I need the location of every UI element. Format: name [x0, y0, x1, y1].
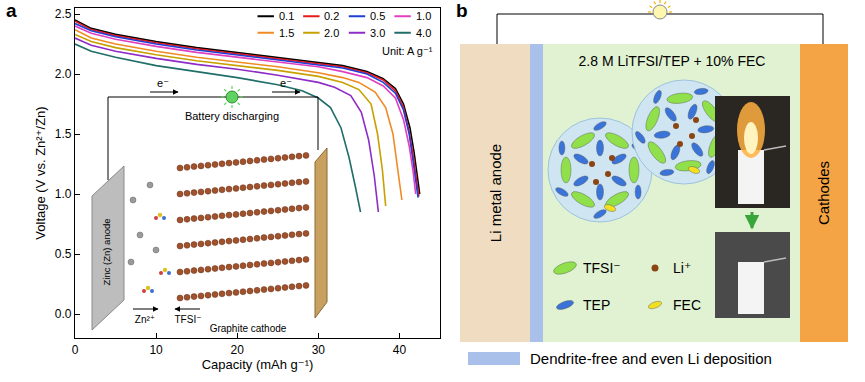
svg-text:Cathodes: Cathodes [815, 161, 832, 225]
svg-text:FEC: FEC [673, 297, 701, 313]
svg-text:2.8 M LiTFSI/TEP + 10% FEC: 2.8 M LiTFSI/TEP + 10% FEC [579, 53, 766, 69]
svg-text:TEP: TEP [583, 297, 610, 313]
svg-text:3.0: 3.0 [370, 27, 385, 39]
svg-text:Dendrite-free and even Li depo: Dendrite-free and even Li deposition [530, 350, 772, 367]
svg-text:0.0: 0.0 [55, 307, 72, 321]
svg-text:10: 10 [149, 343, 163, 357]
svg-text:0.2: 0.2 [324, 10, 339, 22]
svg-text:0: 0 [72, 343, 79, 357]
svg-text:Zinc (Zn) anode: Zinc (Zn) anode [101, 218, 112, 285]
svg-text:Battery discharging: Battery discharging [185, 110, 279, 122]
svg-text:2.0: 2.0 [324, 27, 339, 39]
svg-text:2.5: 2.5 [55, 7, 72, 21]
svg-text:0.5: 0.5 [370, 10, 385, 22]
svg-text:Capacity (mAh g⁻¹): Capacity (mAh g⁻¹) [202, 357, 314, 372]
svg-text:a: a [6, 0, 17, 21]
svg-text:1.0: 1.0 [416, 10, 431, 22]
svg-text:1.0: 1.0 [55, 187, 72, 201]
svg-text:TFSI⁻: TFSI⁻ [583, 260, 621, 276]
svg-text:Graphite cathode: Graphite cathode [210, 323, 287, 334]
svg-text:TFSI⁻: TFSI⁻ [175, 314, 202, 325]
svg-text:b: b [456, 0, 468, 21]
svg-text:40: 40 [393, 343, 407, 357]
svg-text:e⁻: e⁻ [280, 77, 292, 89]
svg-text:1.5: 1.5 [55, 127, 72, 141]
svg-text:20: 20 [231, 343, 245, 357]
svg-text:Voltage (V vs. Zn²⁺/Zn): Voltage (V vs. Zn²⁺/Zn) [33, 106, 48, 239]
svg-text:Zn²⁺: Zn²⁺ [135, 314, 155, 325]
svg-text:Li metal anode: Li metal anode [487, 144, 504, 242]
svg-text:0.5: 0.5 [55, 247, 72, 261]
svg-text:4.0: 4.0 [416, 27, 431, 39]
svg-text:e⁻: e⁻ [157, 77, 169, 89]
svg-text:Unit: A g⁻¹: Unit: A g⁻¹ [382, 45, 433, 57]
svg-text:1.5: 1.5 [279, 27, 294, 39]
svg-text:2.0: 2.0 [55, 67, 72, 81]
svg-text:Li⁺: Li⁺ [673, 260, 691, 276]
svg-text:30: 30 [312, 343, 326, 357]
svg-text:0.1: 0.1 [279, 10, 294, 22]
